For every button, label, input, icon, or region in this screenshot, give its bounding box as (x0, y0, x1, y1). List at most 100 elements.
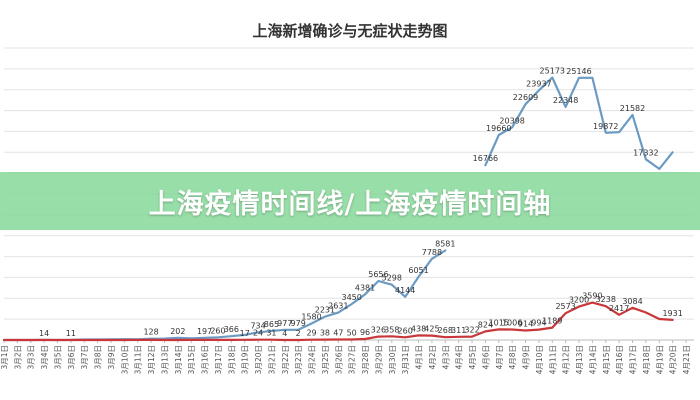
data-label: 260 (210, 326, 225, 335)
data-label: 38 (320, 329, 330, 338)
data-label: 2417 (609, 304, 629, 313)
data-label: 47 (333, 329, 343, 338)
data-label: 19872 (593, 122, 618, 131)
data-label: 23937 (526, 79, 551, 88)
x-tick-label: 3月17日 (214, 345, 223, 374)
data-label: 3200 (569, 296, 589, 305)
x-tick-label: 4月2日 (428, 345, 437, 370)
chart-title: 上海新增确诊与无症状走势图 (252, 22, 448, 40)
data-label: 1189 (542, 317, 562, 326)
data-label: 11 (66, 329, 76, 338)
series-line-2 (2, 301, 674, 342)
x-tick-label: 4月13日 (575, 345, 584, 374)
data-label: 4381 (355, 283, 375, 292)
data-label: 7788 (422, 248, 442, 257)
x-tick-label: 3月26日 (334, 345, 343, 374)
x-tick-label: 4月17日 (629, 345, 638, 374)
x-tick-label: 4月10日 (535, 345, 544, 374)
data-label: 6051 (408, 266, 428, 275)
data-label: 25173 (540, 66, 565, 75)
data-label: 3590 (582, 292, 602, 301)
x-tick-label: 3月12日 (147, 345, 156, 374)
data-label: 2 (296, 329, 301, 338)
x-tick-label: 4月21日 (682, 345, 691, 374)
x-tick-label: 3月9日 (107, 345, 116, 370)
x-tick-label: 3月11日 (134, 345, 143, 374)
x-tick-label: 3月27日 (348, 345, 357, 374)
x-tick-label: 3月22日 (281, 345, 290, 374)
x-tick-label: 4月4日 (455, 345, 464, 370)
data-label: 20398 (499, 116, 524, 125)
x-tick-label: 3月28日 (361, 345, 370, 374)
data-label: 366 (224, 325, 239, 334)
x-tick-label: 3月16日 (201, 345, 210, 374)
data-label: 17332 (633, 148, 658, 157)
data-label: 358 (384, 325, 399, 334)
x-tick-label: 3月3日 (27, 345, 36, 370)
x-tick-label: 4月8日 (508, 345, 517, 370)
title-banner: 上海疫情时间线/上海疫情时间轴 (0, 172, 700, 230)
x-tick-label: 4月14日 (588, 345, 597, 374)
data-label: 914 (518, 319, 533, 328)
x-tick-label: 4月1日 (415, 345, 424, 370)
data-label: 1015 (489, 318, 509, 327)
data-label: 3084 (622, 297, 642, 306)
data-label: 2631 (328, 302, 348, 311)
data-label: 128 (143, 328, 158, 337)
data-label: 8581 (435, 240, 455, 249)
x-tick-label: 4月11日 (548, 345, 557, 374)
data-label: 979 (291, 319, 306, 328)
x-tick-label: 3月23日 (294, 345, 303, 374)
data-label: 2573 (555, 302, 575, 311)
data-label: 4 (282, 329, 287, 338)
x-tick-label: 3月10日 (120, 345, 129, 374)
data-label: 977 (277, 319, 292, 328)
x-tick-label: 3月19日 (241, 345, 250, 374)
x-tick-label: 3月31日 (401, 345, 410, 374)
x-tick-label: 3月14日 (174, 345, 183, 374)
x-tick-label: 3月21日 (267, 345, 276, 374)
x-tick-label: 4月16日 (615, 345, 624, 374)
x-tick-label: 4月19日 (655, 345, 664, 374)
data-label: 96 (360, 328, 370, 337)
data-label: 21582 (620, 104, 645, 113)
data-label: 14 (39, 329, 49, 338)
data-label: 17 (240, 329, 250, 338)
data-label: 322 (464, 326, 479, 335)
x-tick-label: 3月2日 (13, 345, 22, 370)
data-label: 824 (478, 320, 493, 329)
data-label: 16766 (473, 154, 498, 163)
data-label: 202 (170, 327, 185, 336)
data-label: 29 (306, 329, 316, 338)
x-tick-label: 4月6日 (481, 345, 490, 370)
data-label: 1580 (301, 313, 321, 322)
x-tick-label: 4月20日 (669, 345, 678, 374)
x-tick-label: 3月1日 (0, 345, 9, 370)
data-label: 425 (424, 325, 439, 334)
x-tick-label: 3月6日 (67, 345, 76, 370)
data-label: 197 (197, 327, 212, 336)
data-label: 326 (371, 326, 386, 335)
x-tick-label: 4月9日 (522, 345, 531, 370)
x-tick-label: 4月7日 (495, 345, 504, 370)
data-label: 19660 (486, 124, 511, 133)
data-label: 5298 (382, 274, 402, 283)
x-tick-label: 3月7日 (80, 345, 89, 370)
x-tick-label: 3月5日 (53, 345, 62, 370)
data-label: 25146 (566, 67, 591, 76)
data-label: 50 (347, 328, 357, 337)
x-tick-label: 4月18日 (642, 345, 651, 374)
data-label: 311 (451, 326, 466, 335)
data-label: 3450 (342, 293, 362, 302)
x-tick-label: 3月24日 (308, 345, 317, 374)
data-label: 1006 (502, 319, 522, 328)
data-label: 4144 (395, 286, 415, 295)
data-label: 734 (250, 321, 265, 330)
data-label: 22348 (553, 96, 578, 105)
x-tick-label: 3月20日 (254, 345, 263, 374)
data-label: 24 (253, 329, 263, 338)
data-label: 3238 (596, 295, 616, 304)
x-tick-label: 3月8日 (94, 345, 103, 370)
